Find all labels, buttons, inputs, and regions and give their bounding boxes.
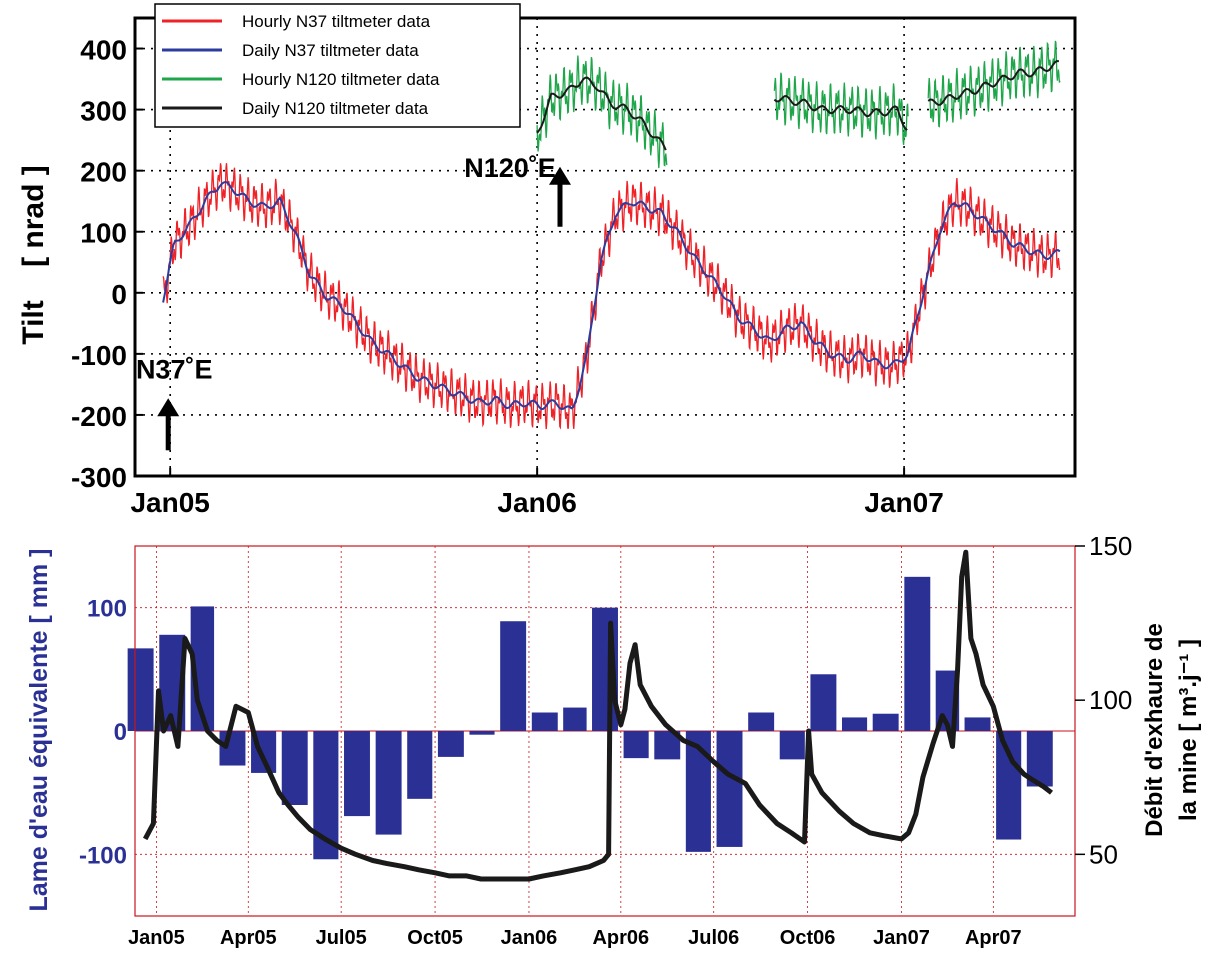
water-bar <box>623 731 649 759</box>
legend-label: Hourly N37 tiltmeter data <box>242 12 431 31</box>
water-bar <box>531 712 558 731</box>
water-discharge-line <box>142 549 1054 882</box>
series-hourly-n37 <box>162 163 1061 430</box>
tilt-y-tick-label: 300 <box>80 96 127 127</box>
water-bar <box>872 713 899 731</box>
water-bar <box>563 707 587 731</box>
water-y-axis-label: Lame d'eau équivalente [ mm ] <box>25 549 53 912</box>
water-x-tick-label: Oct05 <box>407 927 463 949</box>
water-bar <box>344 731 370 817</box>
water-bar <box>779 731 805 760</box>
water-x-tick-label: Oct06 <box>780 927 836 949</box>
annotation-n37e: N37˚E <box>136 354 213 384</box>
water-bar <box>127 648 154 731</box>
water-bar <box>964 717 991 731</box>
tilt-y-tick-label: 100 <box>80 218 127 249</box>
legend-label: Daily N120 tiltmeter data <box>242 99 429 118</box>
water-bar <box>996 731 1022 840</box>
water-y2-tick-label: 50 <box>1089 839 1118 869</box>
water-x-tick-label: Apr05 <box>220 927 277 949</box>
water-x-tick-label: Jan05 <box>128 927 185 949</box>
water-bar <box>841 717 868 731</box>
water-y2-tick-label: 100 <box>1089 685 1132 715</box>
water-x-tick-label: Apr07 <box>965 927 1022 949</box>
tilt-series <box>162 40 1061 430</box>
legend-label: Hourly N120 tiltmeter data <box>242 70 440 89</box>
water-bar <box>810 674 837 731</box>
tilt-y-axis-label: Tilt [ nrad ] <box>17 165 50 344</box>
series-hourly-n120 <box>536 40 1061 169</box>
water-bar <box>437 731 464 757</box>
water-bar <box>219 731 246 766</box>
discharge-line <box>142 549 1054 882</box>
tilt-y-tick-label: 200 <box>80 157 127 188</box>
annotation-arrow-head <box>157 398 180 417</box>
series-daily-n37 <box>162 180 1061 411</box>
tilt-y-tick-label: -100 <box>71 340 127 371</box>
water-x-tick-label: Apr06 <box>592 927 649 949</box>
water-x-tick-label: Jul06 <box>688 927 739 949</box>
tilt-plot-frame <box>133 16 1077 478</box>
water-x-ticks: Jan05 Apr05 Jul05 Oct05 Jan06 Apr06 Jul06 Oct06… <box>128 927 1022 949</box>
water-y-tick-label: 0 <box>114 719 127 746</box>
water-y2-ticks: 50 100 150 <box>1075 531 1132 869</box>
annotation-arrow-head <box>548 166 571 185</box>
tilt-y-ticks: -300 -200 -100 0 100 200 300 400 <box>71 35 143 493</box>
water-x-tick-label: Jan06 <box>501 927 558 949</box>
water-y-ticks: -100 0 100 <box>79 596 127 870</box>
water-y2-tick-label: 150 <box>1089 531 1132 561</box>
water-bar <box>375 731 402 835</box>
tilt-y-tick-label: -300 <box>71 462 127 493</box>
water-bar <box>748 712 775 731</box>
water-y2-axis-label: Débit d'exhaure de la mine [ m³.j⁻¹ ] <box>1141 623 1202 837</box>
water-y-tick-label: -100 <box>79 842 127 869</box>
water-bar <box>469 731 495 735</box>
water-bar <box>685 731 711 852</box>
water-bar <box>407 731 433 799</box>
tilt-y-tick-label: 400 <box>80 35 127 66</box>
tilt-x-tick-label: Jan06 <box>497 487 576 518</box>
water-x-tick-label: Jan07 <box>873 927 930 949</box>
tilt-x-tick-label: Jan05 <box>130 487 209 518</box>
water-y-tick-label: 100 <box>87 596 127 623</box>
tilt-annotations: N37˚E N120˚E <box>136 153 571 451</box>
tilt-y-tick-label: 0 <box>111 279 127 310</box>
water-bar <box>500 621 527 731</box>
tilt-legend: Hourly N37 tiltmeter data Daily N37 tiltm… <box>154 3 521 128</box>
water-bar <box>281 731 308 805</box>
water-y2-axis-label-line: Débit d'exhaure de <box>1141 623 1168 837</box>
water-bar <box>904 576 931 731</box>
series-daily-n120 <box>536 59 1060 151</box>
water-y2-axis-label-line: la mine [ m³.j⁻¹ ] <box>1175 639 1202 821</box>
tilt-y-tick-label: -200 <box>71 401 127 432</box>
legend-label: Daily N37 tiltmeter data <box>242 41 419 60</box>
water-x-tick-label: Jul05 <box>316 927 367 949</box>
tilt-x-tick-label: Jan07 <box>864 487 943 518</box>
water-bar <box>716 731 743 847</box>
tilt-x-ticks: Jan05 Jan06 Jan07 <box>130 468 944 518</box>
water-plot-frame <box>134 545 1076 917</box>
annotation-n120e: N120˚E <box>464 153 556 183</box>
